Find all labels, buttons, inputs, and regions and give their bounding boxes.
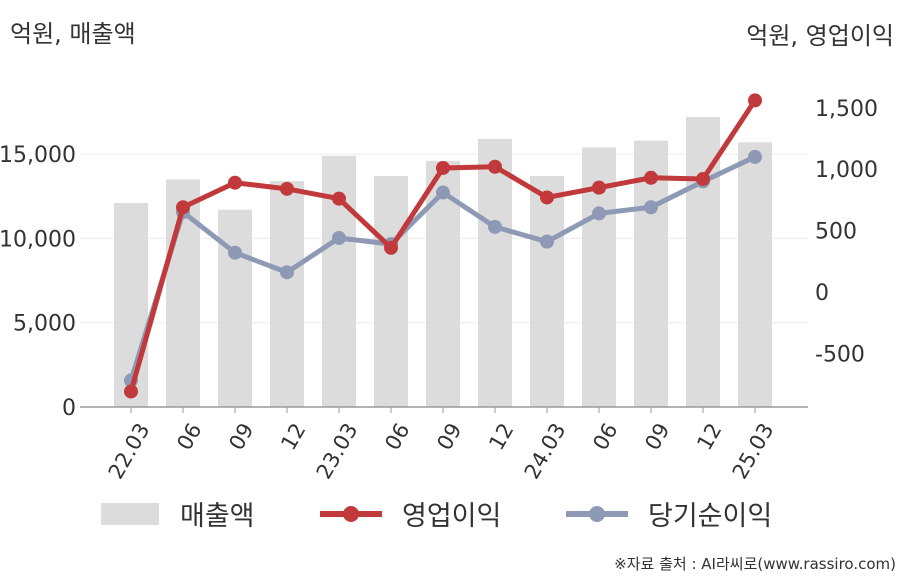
right-tick-label: 1,000 — [815, 158, 878, 183]
right-tick-label: 1,500 — [815, 97, 878, 122]
bar — [738, 142, 772, 407]
data-point — [332, 191, 346, 206]
data-point — [280, 265, 294, 280]
data-point — [644, 170, 658, 185]
data-point — [124, 384, 138, 399]
data-point — [748, 149, 762, 164]
x-tick-label: 06 — [588, 419, 622, 454]
source-note: ※자료 출처 : AI라씨로(www.rassiro.com) — [614, 555, 896, 573]
x-tick-label: 06 — [380, 419, 414, 454]
left-tick-label: 15,000 — [0, 143, 76, 168]
legend-swatch-revenue — [101, 503, 159, 525]
x-tick-label: 12 — [692, 419, 726, 454]
x-tick-label: 12 — [484, 419, 518, 454]
data-point — [540, 234, 554, 249]
right-tick-label: 0 — [815, 281, 829, 306]
data-point — [488, 159, 502, 174]
data-point — [228, 175, 242, 190]
data-point — [488, 219, 502, 234]
x-tick-label: 25.03 — [728, 419, 779, 480]
bar-series — [114, 117, 772, 408]
legend-label-revenue: 매출액 — [180, 501, 255, 532]
legend-label-net-income: 당기순이익 — [648, 501, 773, 532]
combo-chart: 0 5,000 10,000 15,000 -500 0 500 1,000 1,500 22.0… — [0, 93, 878, 480]
x-tick-label: 09 — [640, 419, 674, 454]
right-tick-label: 500 — [815, 220, 857, 245]
data-point — [176, 200, 190, 215]
data-point — [280, 181, 294, 196]
left-axis-unit-label: 억원, 매출액 — [10, 20, 136, 48]
data-point — [228, 245, 242, 260]
bar — [270, 181, 304, 407]
x-tick-label: 24.03 — [520, 419, 571, 480]
data-point — [540, 190, 554, 205]
x-tick-label: 06 — [172, 419, 206, 454]
line-series — [124, 93, 762, 399]
legend-swatch-operating-profit — [320, 506, 382, 522]
data-point — [748, 93, 762, 108]
data-point — [696, 172, 710, 187]
x-tick-label: 22.03 — [104, 419, 155, 480]
data-point — [436, 185, 450, 200]
right-tick-label: -500 — [815, 342, 865, 367]
x-tick-label: 09 — [224, 419, 258, 454]
data-point — [644, 200, 658, 215]
data-point — [592, 180, 606, 195]
right-axis-unit-label: 억원, 영업이익 — [746, 22, 894, 50]
left-tick-label: 5,000 — [13, 312, 76, 337]
bar — [530, 176, 564, 407]
x-tick-label: 12 — [276, 419, 310, 454]
left-tick-label: 10,000 — [0, 227, 76, 252]
legend-swatch-net-income — [566, 506, 628, 522]
data-point — [332, 230, 346, 245]
data-point — [384, 240, 398, 255]
left-tick-label: 0 — [62, 396, 76, 421]
bar — [634, 140, 668, 407]
data-point — [592, 206, 606, 221]
bar — [218, 209, 252, 407]
x-tick-label: 23.03 — [312, 419, 363, 480]
legend-label-operating-profit: 영업이익 — [402, 501, 502, 532]
data-point — [436, 160, 450, 175]
x-tick-label: 09 — [432, 419, 466, 454]
bar — [374, 176, 408, 407]
bar — [478, 138, 512, 407]
